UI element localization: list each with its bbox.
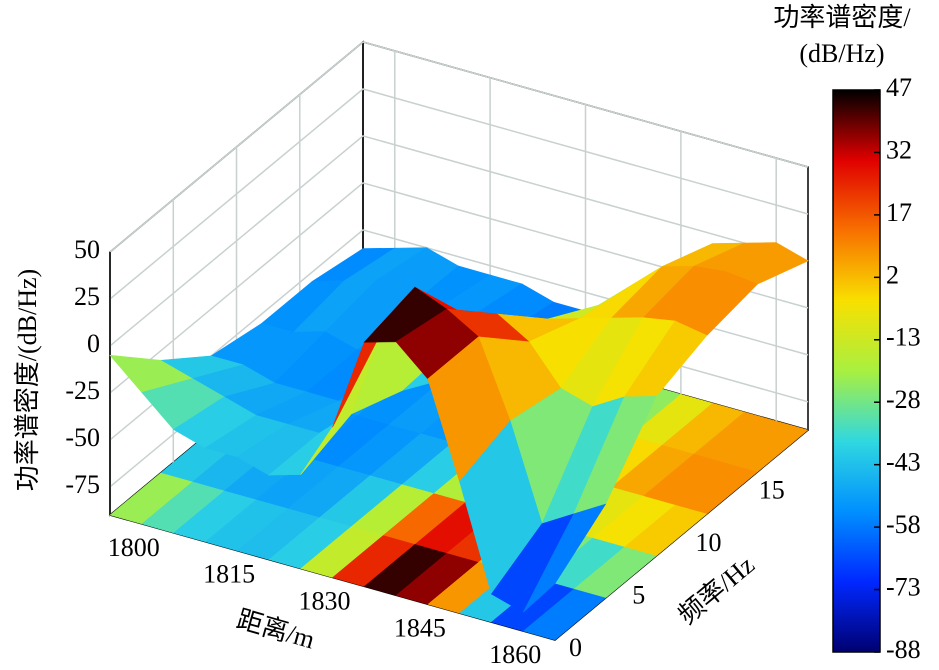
- grid-line: [109, 135, 809, 347]
- colorbar-tick-label: 17: [886, 198, 912, 227]
- colorbar-tick-label: -73: [886, 573, 921, 602]
- floor-cell: [522, 588, 607, 641]
- z-tick-label: -75: [65, 470, 100, 499]
- colorbar-tick-label: 32: [886, 135, 912, 164]
- x-tick-label: 1830: [299, 586, 351, 615]
- z-tick-label: -50: [65, 423, 100, 452]
- grid-line: [109, 88, 809, 300]
- colorbar-tick-label: -58: [886, 510, 921, 539]
- z-axis-label: 功率谱密度/(dB/Hz): [13, 269, 42, 491]
- colorbar-tick-label: -88: [886, 635, 921, 664]
- y-axis-label: 频率/Hz: [673, 550, 760, 630]
- x-tick-label: 1800: [108, 533, 160, 562]
- colorbar-title: (dB/Hz): [799, 39, 884, 68]
- colorbar-tick-label: -13: [886, 323, 921, 352]
- x-tick-label: 1860: [489, 640, 541, 669]
- colorbar-tick-label: 47: [886, 73, 912, 102]
- y-tick-label: 15: [759, 475, 785, 504]
- grid-line: [109, 41, 809, 253]
- z-tick-label: -25: [65, 376, 100, 405]
- grid-line: [109, 182, 809, 394]
- colorbar-tick-label: -28: [886, 385, 921, 414]
- z-tick-label: 0: [87, 329, 100, 358]
- z-tick-label: 50: [74, 235, 100, 264]
- x-tick-label: 1815: [203, 560, 255, 589]
- y-tick-label: 10: [696, 528, 722, 557]
- x-tick-label: 1845: [394, 613, 446, 642]
- z-tick-label: 25: [74, 282, 100, 311]
- colorbar-title: 功率谱密度/: [773, 3, 911, 32]
- colorbar: [832, 89, 881, 653]
- y-tick-label: 5: [632, 580, 645, 609]
- y-tick-label: 0: [569, 633, 582, 662]
- surface-cell: [522, 503, 607, 613]
- colorbar-tick-label: 2: [886, 260, 899, 289]
- colorbar-tick-label: -43: [886, 448, 921, 477]
